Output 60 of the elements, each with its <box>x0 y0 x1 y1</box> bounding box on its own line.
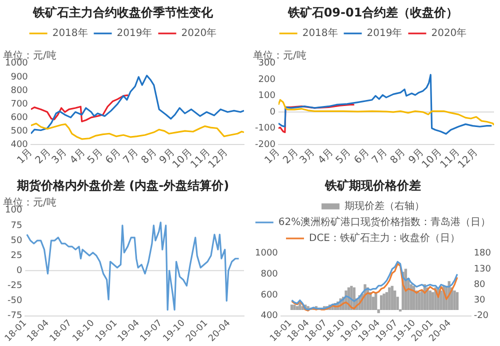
y-tick-label: 300 <box>258 58 276 69</box>
legend-label: 期现价差（右轴） <box>344 200 424 212</box>
legend-label: DCE：铁矿石主力：收盘价（日） <box>309 232 460 244</box>
x-tick-label: 5月 <box>86 146 106 166</box>
chart-title: 铁矿石主力合约收盘价季节性变化 <box>32 5 214 20</box>
legend-label: 2019年 <box>366 26 402 39</box>
y2-tick-label: 30 <box>474 296 486 306</box>
x-tick-label: 4月 <box>68 146 88 166</box>
y-tick-label: 900 <box>10 72 28 82</box>
legend-label: 2020年 <box>181 26 217 39</box>
y2-tick-label: 180 <box>474 248 492 259</box>
y-tick-label: -25 <box>7 281 22 292</box>
y-tick-label: 100 <box>4 206 22 216</box>
y-tick-label: 500 <box>10 126 28 136</box>
y2-tick-label: -20 <box>474 311 489 322</box>
bar <box>388 287 391 310</box>
chart-title: 铁矿石09-01合约差（收盘价） <box>286 5 458 20</box>
y-tick-label: 0 <box>16 266 22 276</box>
y-tick-label: -100 <box>254 124 276 134</box>
y-tick-label: 1000 <box>255 248 278 259</box>
bar <box>290 304 294 310</box>
y-tick-label: -50 <box>7 296 22 306</box>
y-tick-label: 100 <box>258 91 276 102</box>
legend-label: 2018年 <box>52 26 88 39</box>
legend-label: 2020年 <box>431 26 467 39</box>
x-tick-label: 7月 <box>121 146 141 166</box>
y-tick-label: -75 <box>7 311 22 322</box>
y-tick-label: 1000 <box>5 58 28 69</box>
x-tick-label: 8月 <box>388 146 408 166</box>
y2-tick-label: 130 <box>474 264 492 274</box>
y-axis-title: 单位：元/吨 <box>3 196 56 208</box>
y-tick-label: 75 <box>10 220 22 231</box>
y-tick-label: 700 <box>10 99 28 110</box>
x-tick-label: 3月 <box>50 146 70 166</box>
y-tick-label: 800 <box>260 270 278 280</box>
y-tick-label: 25 <box>10 250 22 261</box>
bar <box>298 303 302 310</box>
y-tick-label: 400 <box>260 311 278 322</box>
y-tick-label: 800 <box>10 86 28 96</box>
y-tick-label: 200 <box>258 74 276 85</box>
legend-label: 2019年 <box>116 26 152 39</box>
y-tick-label: 0 <box>270 107 276 118</box>
y2-tick-label: 80 <box>474 280 486 290</box>
x-tick-label: 6月 <box>352 146 372 166</box>
bar <box>293 304 296 310</box>
x-tick-label: 5月 <box>334 146 354 166</box>
legend-label: 62%澳洲粉矿港口现货价格指数：青岛港（日） <box>278 216 491 228</box>
chart-title: 铁矿期现价格价差 <box>324 178 421 192</box>
y-tick-label: 50 <box>10 236 22 246</box>
x-tick-label: 6月 <box>104 146 124 166</box>
y-tick-label: 600 <box>10 112 28 123</box>
x-tick-label: 7月 <box>370 146 390 166</box>
chart-title: 期货价格内外盘价差 (内盘-外盘结算价) <box>16 178 230 192</box>
x-tick-label: 8月 <box>140 146 159 166</box>
bar <box>380 295 383 310</box>
legend-label: 2018年 <box>302 26 338 39</box>
bar <box>296 306 299 310</box>
bar <box>456 292 459 310</box>
y-tick-label: 600 <box>260 290 278 300</box>
x-tick-label: 4月 <box>316 146 336 166</box>
